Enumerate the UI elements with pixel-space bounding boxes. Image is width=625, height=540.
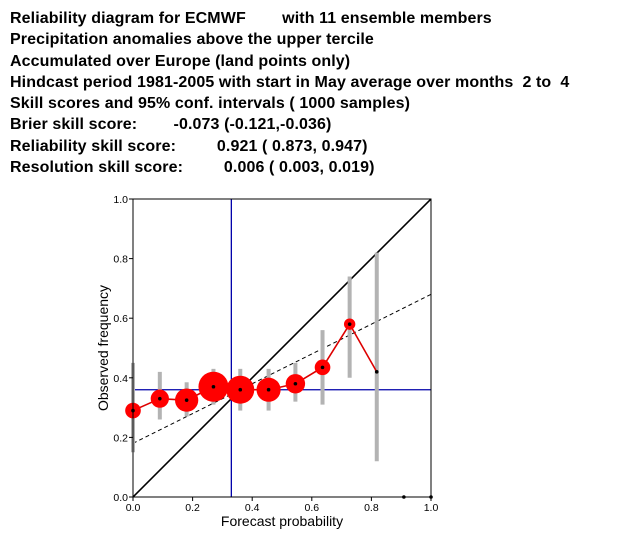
reliability-point-center bbox=[347, 322, 352, 326]
header-line-region: Accumulated over Europe (land points onl… bbox=[10, 52, 351, 70]
header-line-title: Reliability diagram for ECMWF with 11 en… bbox=[10, 10, 492, 27]
perfect-reliability-diagonal bbox=[133, 199, 431, 497]
x-tick-label: 0.0 bbox=[126, 502, 141, 514]
x-tick-label: 0.2 bbox=[185, 502, 200, 514]
header-line-reliability: Reliability skill score: 0.921 ( 0.873, … bbox=[10, 137, 368, 155]
header-line-resolution: Resolution skill score: 0.006 ( 0.003, 0… bbox=[10, 159, 375, 177]
chart-header: Reliability diagram for ECMWF with 11 en… bbox=[10, 8, 569, 178]
x-tick-label: 0.6 bbox=[304, 502, 319, 514]
y-tick-label: 0.8 bbox=[113, 254, 128, 266]
plot-frame bbox=[132, 198, 432, 498]
header-line-skill-intro: Skill scores and 95% conf. intervals ( 1… bbox=[10, 95, 411, 113]
reliability-point-center bbox=[184, 398, 189, 402]
y-tick-label: 0.2 bbox=[113, 432, 128, 444]
reliability-curve-line bbox=[132, 322, 378, 412]
reliability-point-center bbox=[211, 384, 216, 389]
header-line-variable: Precipitation anomalies above the upper … bbox=[10, 31, 374, 49]
x-tick-label: 0.4 bbox=[245, 502, 260, 514]
plot-axes: 0.0 0.2 0.4 0.6 0.8 1.0 0.0 0.2 0.4 0.6 0.8 1.0 bbox=[113, 194, 438, 514]
reliability-curve bbox=[132, 322, 378, 412]
y-tick-label: 1.0 bbox=[113, 194, 128, 206]
header-line-brier: Brier skill score: -0.073 (-0.121,-0.036… bbox=[10, 116, 332, 134]
y-tick-label: 0.4 bbox=[113, 373, 128, 385]
reliability-point-center bbox=[374, 370, 379, 374]
y-tick-label: 0.0 bbox=[113, 492, 128, 504]
x-tick-label: 1.0 bbox=[424, 502, 439, 514]
header-line-hindcast: Hindcast period 1981-2005 with start in … bbox=[10, 73, 570, 91]
reliability-point-center bbox=[266, 387, 271, 392]
x-axis-title: Forecast probability bbox=[221, 513, 343, 529]
reliability-markers bbox=[125, 318, 433, 499]
y-tick-label: 0.6 bbox=[113, 313, 128, 325]
reliability-point-center bbox=[293, 381, 298, 386]
reliability-point-center bbox=[320, 365, 325, 370]
reliability-point-center bbox=[238, 387, 243, 392]
reliability-point-center bbox=[158, 396, 162, 401]
x-tick-label: 0.8 bbox=[364, 502, 379, 514]
y-axis-title: Observed frequency bbox=[95, 285, 111, 411]
